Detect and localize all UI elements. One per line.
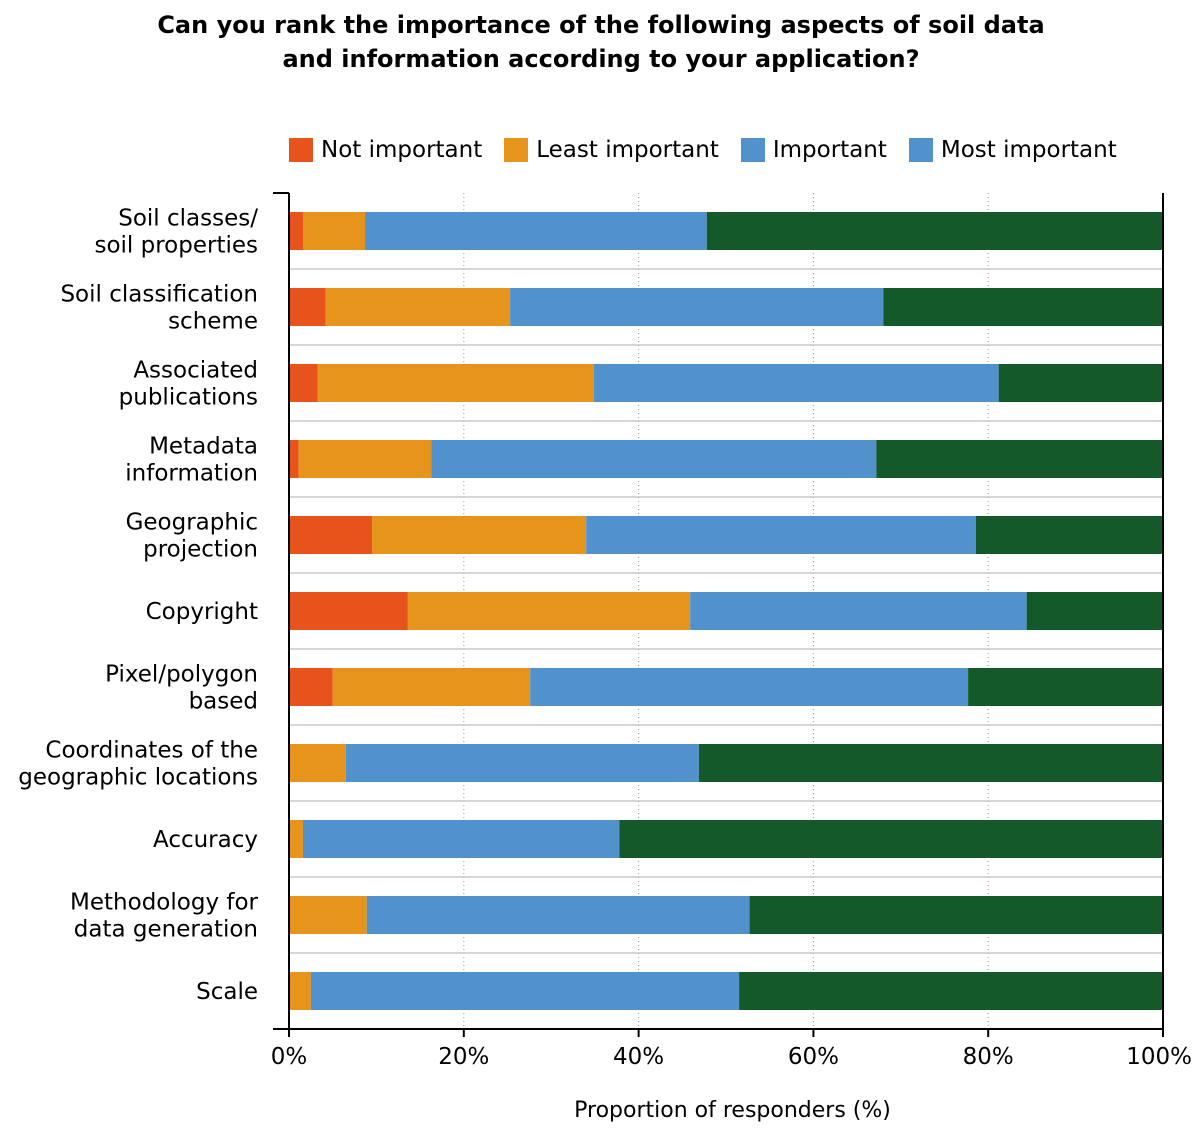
category-label-line: Geographic xyxy=(126,510,258,536)
category-label-line: projection xyxy=(143,537,258,563)
bar-soil-classification-scheme-least-important xyxy=(325,288,511,326)
bar-accuracy-important xyxy=(302,820,620,858)
x-tick-label-5: 100% xyxy=(1126,1044,1192,1070)
category-label-line: Soil classes/ xyxy=(118,206,258,232)
bar-geographic-projection-important xyxy=(586,516,976,554)
legend-swatch-not-important xyxy=(289,138,313,162)
category-label-line: data generation xyxy=(74,917,258,943)
category-label-associated-publications: Associated publications xyxy=(119,358,258,411)
bar-accuracy-least-important xyxy=(289,820,303,858)
bar-soil-classes-soil-properties-most-important xyxy=(706,212,1163,250)
bar-accuracy-most-important xyxy=(619,820,1163,858)
legend-label-important: Important xyxy=(772,137,887,163)
category-label-line: Methodology for xyxy=(70,890,258,916)
bar-pixel-polygon-based-important xyxy=(530,668,969,706)
category-label-line: geographic locations xyxy=(18,765,258,791)
chart-title-line-1: Can you rank the importance of the follo… xyxy=(157,11,1045,39)
category-label-copyright: Copyright xyxy=(146,599,258,625)
category-label-line: scheme xyxy=(168,309,258,335)
category-label-scale: Scale xyxy=(196,979,258,1005)
category-label-line: Soil classification xyxy=(60,282,258,308)
bar-metadata-information-least-important xyxy=(298,440,432,478)
legend-swatch-important xyxy=(740,138,765,162)
bar-associated-publications-least-important xyxy=(317,364,595,402)
x-tick-label-4: 80% xyxy=(963,1044,1014,1070)
category-label-line: soil properties xyxy=(94,233,258,259)
category-label-line: Coordinates of the xyxy=(45,738,258,764)
x-tick-label-2: 40% xyxy=(613,1044,664,1070)
category-label-line: Accuracy xyxy=(153,827,258,853)
category-label-coordinates-of-the-geographic-locations: Coordinates of the geographic locations xyxy=(18,738,258,791)
bar-methodology-for-data-generation-important xyxy=(366,896,750,934)
legend-swatch-least-important xyxy=(504,138,529,162)
bar-soil-classification-scheme-most-important xyxy=(883,288,1163,326)
category-label-line: Copyright xyxy=(146,599,258,625)
chart-title: Can you rank the importance of the follo… xyxy=(0,8,1202,76)
bar-copyright-not-important xyxy=(289,592,408,630)
x-tick-label-0: 0% xyxy=(271,1044,308,1070)
bar-metadata-information-important xyxy=(431,440,877,478)
legend-label-most-important: Most important xyxy=(940,137,1117,163)
category-label-line: based xyxy=(189,689,258,715)
bar-scale-important xyxy=(310,972,740,1010)
x-tick-label-1: 20% xyxy=(438,1044,489,1070)
legend-label-least-important: Least important xyxy=(536,137,719,163)
bar-soil-classes-soil-properties-not-important xyxy=(289,212,303,250)
bar-copyright-most-important xyxy=(1026,592,1163,630)
legend: Not important Least important Important … xyxy=(289,133,1139,167)
category-label-geographic-projection: Geographic projection xyxy=(126,510,258,563)
bar-scale-least-important xyxy=(289,972,311,1010)
bar-associated-publications-not-important xyxy=(289,364,318,402)
bar-associated-publications-most-important xyxy=(998,364,1163,402)
bar-methodology-for-data-generation-least-important xyxy=(289,896,367,934)
category-label-accuracy: Accuracy xyxy=(153,827,258,853)
bar-geographic-projection-not-important xyxy=(289,516,373,554)
bar-copyright-least-important xyxy=(407,592,691,630)
bar-soil-classification-scheme-not-important xyxy=(289,288,326,326)
legend-item-not-important: Not important xyxy=(289,137,482,163)
legend-item-important: Important xyxy=(740,137,887,163)
bar-soil-classification-scheme-important xyxy=(510,288,884,326)
category-label-line: Associated xyxy=(133,358,258,384)
bar-soil-classes-soil-properties-important xyxy=(365,212,707,250)
bar-pixel-polygon-based-least-important xyxy=(332,668,531,706)
category-label-metadata-information: Metadata information xyxy=(125,434,258,487)
bar-associated-publications-important xyxy=(594,364,999,402)
bar-pixel-polygon-based-most-important xyxy=(968,668,1163,706)
legend-label-not-important: Not important xyxy=(321,137,483,163)
category-label-line: information xyxy=(125,461,258,487)
bar-coordinates-of-the-geographic-locations-least-important xyxy=(289,744,346,782)
x-tick-label-3: 60% xyxy=(788,1044,839,1070)
chart-title-line-2: and information according to your applic… xyxy=(282,45,920,73)
bar-metadata-information-most-important xyxy=(876,440,1163,478)
bar-coordinates-of-the-geographic-locations-important xyxy=(345,744,699,782)
category-label-soil-classes-soil-properties: Soil classes/soil properties xyxy=(94,206,258,259)
bar-metadata-information-not-important xyxy=(289,440,299,478)
bar-scale-most-important xyxy=(739,972,1163,1010)
bar-coordinates-of-the-geographic-locations-most-important xyxy=(698,744,1163,782)
category-label-pixel-polygon-based: Pixel/polygon based xyxy=(105,662,258,715)
bar-soil-classes-soil-properties-least-important xyxy=(302,212,366,250)
category-label-line: Metadata xyxy=(149,434,258,460)
category-label-line: Pixel/polygon xyxy=(105,662,258,688)
category-label-methodology-for-data-generation: Methodology for data generation xyxy=(70,890,258,943)
x-axis-label: Proportion of responders (%) xyxy=(574,1098,891,1123)
legend-item-most-important: Most important xyxy=(908,137,1117,163)
bar-geographic-projection-least-important xyxy=(372,516,587,554)
legend-swatch-most-important xyxy=(908,138,933,162)
category-label-line: Scale xyxy=(196,979,258,1005)
category-label-soil-classification-scheme: Soil classification scheme xyxy=(60,282,258,335)
bar-pixel-polygon-based-not-important xyxy=(289,668,333,706)
bar-geographic-projection-most-important xyxy=(975,516,1163,554)
category-label-line: publications xyxy=(119,385,258,411)
bar-methodology-for-data-generation-most-important xyxy=(749,896,1163,934)
legend-item-least-important: Least important xyxy=(504,137,719,163)
bar-copyright-important xyxy=(690,592,1027,630)
